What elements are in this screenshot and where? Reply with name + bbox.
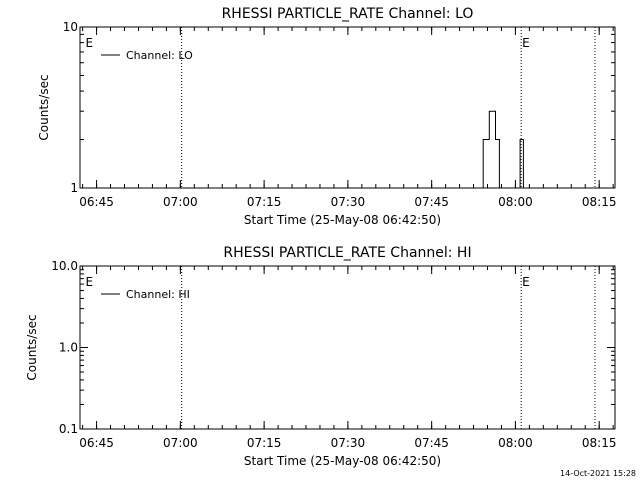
series-line-1 — [480, 110, 533, 189]
x-tick-label: 08:15 — [582, 436, 617, 450]
event-marker-label: E — [522, 36, 530, 50]
x-tick-label: 07:00 — [163, 195, 198, 209]
x-tick-label: 08:15 — [582, 195, 617, 209]
legend-entry: Channel: LO — [126, 49, 193, 62]
generation-timestamp: 14-Oct-2021 15:28 — [560, 469, 636, 478]
y-tick-label: 1.0 — [59, 341, 78, 355]
y-axis-label: Counts/sec — [25, 314, 39, 380]
event-marker-label: E — [85, 36, 93, 50]
x-tick-label: 07:15 — [247, 195, 282, 209]
y-tick-label: 0.1 — [59, 422, 78, 436]
event-marker-label: E — [522, 275, 530, 289]
y-tick-label: 1 — [70, 181, 78, 195]
chart-title: RHESSI PARTICLE_RATE Channel: LO — [222, 6, 474, 22]
x-tick-label: 07:00 — [163, 436, 198, 450]
event-marker-label: E — [85, 275, 93, 289]
chart-title: RHESSI PARTICLE_RATE Channel: HI — [223, 245, 471, 261]
x-tick-label: 07:30 — [331, 195, 366, 209]
legend-entry: Channel: HI — [126, 288, 190, 301]
x-tick-label: 06:45 — [79, 195, 114, 209]
x-tick-label: 07:15 — [247, 436, 282, 450]
x-tick-label: 07:45 — [414, 195, 449, 209]
chart-panel-2: RHESSI PARTICLE_RATE Channel: HI Counts/s… — [25, 245, 616, 468]
x-axis-label: Start Time (25-May-08 06:42:50) — [244, 454, 441, 468]
x-axis-label: Start Time (25-May-08 06:42:50) — [244, 213, 441, 227]
x-tick-label: 08:00 — [498, 195, 533, 209]
y-axis-label: Counts/sec — [37, 74, 51, 140]
y-tick-label: 10.0 — [51, 259, 78, 273]
x-tick-label: 08:00 — [498, 436, 533, 450]
x-tick-label: 07:30 — [331, 436, 366, 450]
y-tick-label: 10 — [63, 20, 78, 34]
x-tick-label: 06:45 — [79, 436, 114, 450]
x-tick-label: 07:45 — [414, 436, 449, 450]
chart-panel-1: RHESSI PARTICLE_RATE Channel: LO Counts/s… — [37, 6, 616, 227]
